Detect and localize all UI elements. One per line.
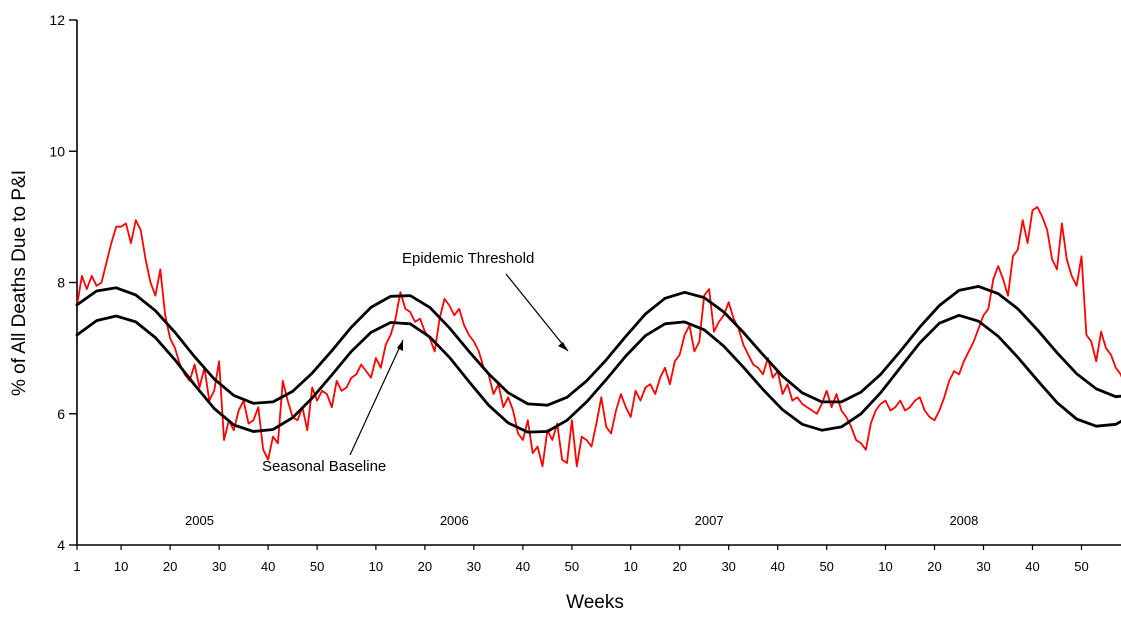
- x-tick-label: 30: [467, 559, 481, 574]
- x-tick-label: 20: [163, 559, 177, 574]
- x-tick-label: 50: [310, 559, 324, 574]
- x-tick-label: 40: [770, 559, 784, 574]
- x-tick-label: 10: [623, 559, 637, 574]
- x-tick-label: 20: [927, 559, 941, 574]
- y-tick-label: 8: [57, 275, 65, 291]
- year-label: 2006: [440, 513, 469, 528]
- x-tick-label: 40: [261, 559, 275, 574]
- y-axis-title: % of All Deaths Due to P&I: [9, 170, 30, 396]
- x-tick-label: 20: [672, 559, 686, 574]
- seasonal-baseline-line: [75, 313, 1121, 434]
- y-tick-label: 6: [57, 406, 65, 422]
- x-tick-label: 40: [516, 559, 530, 574]
- observed-line: [76, 206, 1121, 468]
- x-tick-label: 50: [1074, 559, 1088, 574]
- x-tick-label: 10: [878, 559, 892, 574]
- year-label: 2007: [695, 513, 724, 528]
- seasonal-baseline-arrowhead: [397, 340, 403, 351]
- x-tick-label: 30: [976, 559, 990, 574]
- x-tick-label: 10: [114, 559, 128, 574]
- annotation-layer: Epidemic Threshold Seasonal Baseline: [262, 250, 569, 475]
- x-axis-title: Weeks: [566, 592, 624, 613]
- x-tick-label: 50: [565, 559, 579, 574]
- seasonal-baseline-arrow: [349, 339, 404, 456]
- x-tick-label: 30: [212, 559, 226, 574]
- seasonal-baseline-annotation: Seasonal Baseline: [262, 458, 386, 475]
- series-layer: [75, 206, 1121, 468]
- x-tick-label: 1: [73, 559, 80, 574]
- epidemic-threshold-line: [75, 284, 1121, 407]
- x-tick-label: 50: [819, 559, 833, 574]
- epidemic-threshold-arrowhead: [558, 342, 568, 351]
- y-tick-label: 12: [49, 12, 65, 28]
- epidemic-threshold-annotation: Epidemic Threshold: [402, 250, 534, 267]
- y-axis: 4 6 8 10 12: [49, 12, 78, 553]
- year-label: 2005: [185, 513, 214, 528]
- x-tick-label: 10: [369, 559, 383, 574]
- x-axis: 1 10 20 30 40 50 10 20 30 40 50 10 20 30 40 50 10 20 30 40 5…: [73, 544, 1121, 574]
- x-tick-label: 20: [418, 559, 432, 574]
- x-tick-label: 30: [721, 559, 735, 574]
- year-label: 2008: [949, 513, 978, 528]
- x-tick-label: 40: [1025, 559, 1039, 574]
- year-labels: 2005 2006 2007 2008: [185, 513, 978, 528]
- y-tick-label: 4: [57, 537, 65, 553]
- y-tick-label: 10: [49, 143, 65, 159]
- epidemic-threshold-arrow: [505, 273, 569, 352]
